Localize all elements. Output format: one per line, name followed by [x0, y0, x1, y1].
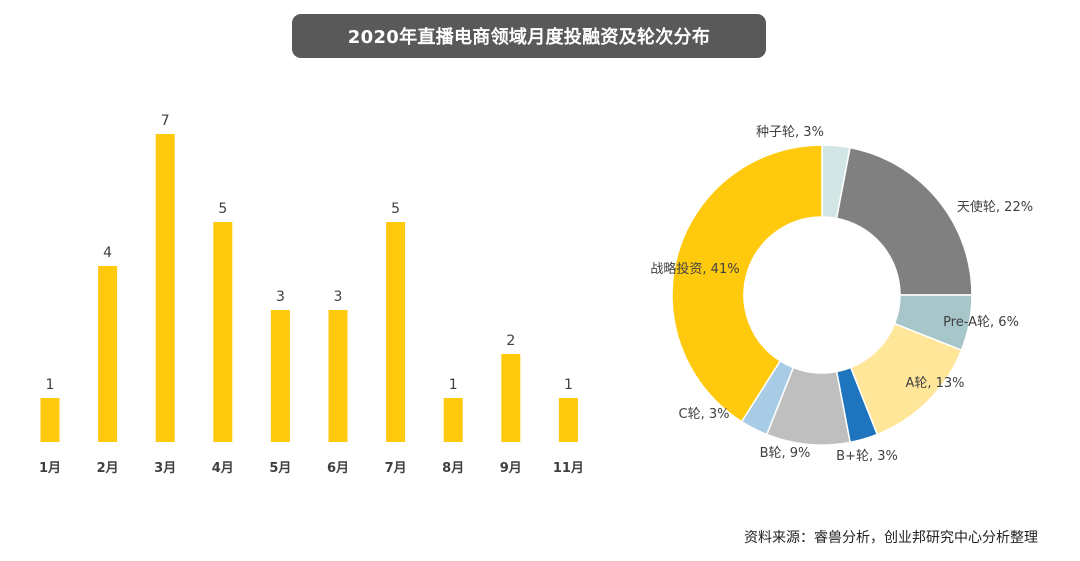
chart-title-banner: 2020年直播电商领域月度投融资及轮次分布 — [292, 14, 766, 58]
bar — [328, 310, 348, 442]
slice-label: 天使轮, 22% — [957, 199, 1033, 215]
x-tick-label: 5月 — [269, 461, 291, 476]
bar-value-label: 3 — [276, 289, 285, 305]
x-tick-label: 3月 — [154, 461, 176, 476]
bar-value-label: 4 — [103, 245, 112, 261]
bar — [270, 310, 290, 442]
bar-value-label: 3 — [334, 289, 343, 305]
x-tick-label: 6月 — [327, 461, 349, 476]
bar-value-label: 2 — [506, 333, 515, 349]
slice-label: B轮, 9% — [760, 446, 811, 461]
x-tick-label: 1月 — [39, 461, 61, 476]
slice-label: 战略投资, 41% — [650, 261, 739, 277]
bar — [98, 266, 118, 442]
bar — [155, 134, 175, 442]
bar-value-label: 5 — [218, 201, 227, 217]
slice-label: 种子轮, 3% — [756, 125, 824, 140]
donut-slice — [835, 146, 973, 296]
bar — [558, 398, 578, 442]
x-tick-label: 7月 — [385, 461, 407, 476]
chart-title: 2020年直播电商领域月度投融资及轮次分布 — [347, 27, 711, 48]
bar-value-label: 5 — [391, 201, 400, 217]
donut-chart: 种子轮, 3% 天使轮, 22% Pre-A轮, 6% A轮, 13% B+轮, 3% B… — [650, 125, 1033, 464]
bar-value-label: 1 — [46, 377, 55, 393]
slice-label: B+轮, 3% — [836, 449, 898, 464]
bar — [213, 222, 233, 442]
slice-label: A轮, 13% — [905, 376, 964, 391]
source-note: 资料来源：睿兽分析，创业邦研究中心分析整理 — [744, 530, 1038, 546]
slice-label: Pre-A轮, 6% — [943, 315, 1019, 330]
bar-value-label: 7 — [161, 113, 170, 129]
slice-label: C轮, 3% — [679, 407, 730, 422]
bar — [40, 398, 60, 442]
x-tick-label: 11月 — [553, 461, 584, 476]
bar-value-label: 1 — [564, 377, 573, 393]
x-tick-label: 4月 — [212, 461, 234, 476]
donut-slice — [671, 144, 823, 423]
bar — [501, 354, 521, 442]
bar — [386, 222, 406, 442]
x-tick-label: 8月 — [442, 461, 464, 476]
x-tick-label: 9月 — [500, 461, 522, 476]
bar — [443, 398, 463, 442]
x-tick-label: 2月 — [97, 461, 119, 476]
bar-value-label: 1 — [449, 377, 458, 393]
